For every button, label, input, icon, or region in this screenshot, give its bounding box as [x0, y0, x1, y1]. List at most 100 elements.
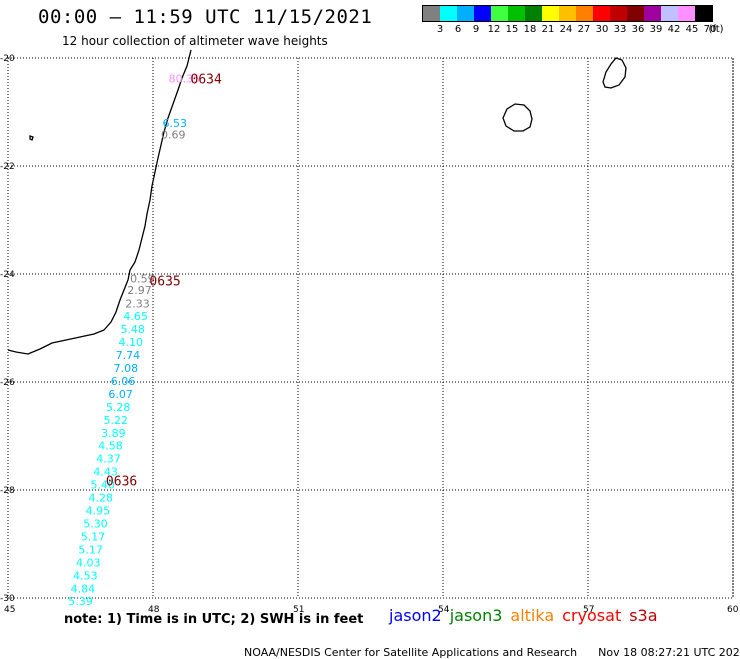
wave-height-value: 5.22: [104, 414, 129, 427]
credit-text: NOAA/NESDIS Center for Satellite Applica…: [244, 646, 578, 659]
wave-height-value: 4.43: [93, 466, 118, 479]
legend-labels: (ft) 3 6 9 12 15 18 21 24 27 30 33 36 39 42 45 70: [422, 22, 724, 36]
pass-time-label: 0636: [106, 474, 137, 489]
pass-time-label: 0634: [191, 73, 222, 88]
wave-height-value: 4.65: [123, 310, 148, 323]
satellite-name: jason3: [449, 606, 503, 625]
credit-timestamp: Nov 18 08:27:21 UTC 2021: [598, 646, 740, 659]
legend-swatch: [576, 6, 593, 21]
footer-note: note: 1) Time is in UTC; 2) SWH is in fe…: [64, 612, 364, 627]
map-grid: [7, 57, 734, 599]
wave-height-value: 4.28: [89, 492, 114, 505]
satellite-name: cryosat: [562, 606, 622, 625]
wave-height-value: 5.30: [83, 517, 108, 530]
latitude-tick-label: -26: [0, 378, 15, 388]
legend-swatch: [593, 6, 610, 21]
legend-label: 33: [613, 24, 627, 35]
wave-height-value: 2.33: [125, 298, 150, 311]
wave-height-value: 4.03: [76, 556, 101, 569]
latitude-tick-label: -28: [0, 486, 15, 496]
map-title: 00:00 – 11:59 UTC 11/15/2021: [38, 6, 373, 28]
legend-label: 45: [685, 24, 699, 35]
credit-gap: [577, 646, 598, 659]
legend-swatch: [610, 6, 627, 21]
satellite-name: jason2: [389, 606, 442, 625]
wave-height-value: 80.35: [169, 73, 201, 86]
legend-swatch: [474, 6, 491, 21]
map-frame: [7, 57, 734, 599]
wave-height-value: 6.07: [108, 388, 133, 401]
satellite-name: altika: [510, 606, 555, 625]
legend-label: 18: [523, 24, 537, 35]
wave-height-value: 0.59: [130, 272, 155, 285]
legend-swatch: [423, 6, 440, 21]
wave-height-value: 0.69: [161, 129, 186, 142]
longitude-tick-label: 60: [727, 605, 739, 615]
legend-swatch: [661, 6, 678, 21]
longitude-tick-label: 54: [438, 605, 450, 615]
longitude-tick-label: 57: [583, 605, 594, 615]
legend-swatch: [678, 6, 695, 21]
mauritius-island-outline: [602, 57, 627, 89]
coastline: [7, 49, 627, 355]
legend-swatch: [627, 6, 644, 21]
observations-layer: 80.35 6.530.69 0.592.972.334.655.484.107.7…: [68, 73, 200, 609]
wave-height-value: 4.58: [98, 440, 123, 453]
wave-height-value: 4.10: [119, 336, 144, 349]
legend-label: 15: [505, 24, 519, 35]
wave-height-value: 4.84: [71, 582, 96, 595]
wave-height-value: 7.74: [116, 349, 141, 362]
tiny-island-dot: [29, 135, 34, 141]
legend-label: 3: [436, 24, 444, 35]
legend-swatch: [559, 6, 576, 21]
color-scale-legend: (ft) 3 6 9 12 15 18 21 24 27 30 33 36 39 42 45 70: [422, 5, 724, 36]
legend-label: 42: [667, 24, 681, 35]
pass-times-layer: 0634 0635 0636: [106, 73, 222, 490]
wave-height-value: 5.17: [81, 530, 106, 543]
legend-label: 12: [487, 24, 501, 35]
wave-height-value: 5.17: [78, 543, 103, 556]
reunion-island-outline: [502, 103, 533, 132]
legend-label: 30: [595, 24, 609, 35]
legend-swatch: [508, 6, 525, 21]
wave-height-value: 3.89: [101, 427, 126, 440]
legend-label: 70: [703, 24, 717, 35]
satellite-name: s3a: [629, 606, 658, 625]
legend-label: 36: [631, 24, 645, 35]
legend-label: 39: [649, 24, 663, 35]
latitude-tick-label: -22: [0, 162, 15, 172]
longitude-tick-label: 48: [148, 605, 160, 615]
wave-height-value: 5.48: [120, 323, 145, 336]
wave-height-value: 5.28: [106, 401, 131, 414]
legend-unit: (ft): [708, 24, 724, 35]
legend-swatch: [525, 6, 542, 21]
wave-height-value: 4.95: [86, 505, 111, 518]
legend-swatch: [644, 6, 661, 21]
wave-height-value: 5.39: [68, 595, 93, 608]
wave-height-value: 6.53: [163, 117, 188, 130]
satellite-legend: jason2 jason3 altika cryosat s3a: [389, 606, 666, 625]
legend-swatch: [440, 6, 457, 21]
pass-time-label: 0635: [149, 274, 180, 289]
legend-swatch: [542, 6, 559, 21]
map-subtitle: 12 hour collection of altimeter wave hei…: [62, 34, 328, 48]
legend-swatch: [695, 6, 712, 21]
latitude-tick-label: -30: [0, 594, 15, 604]
credit-line: NOAA/NESDIS Center for Satellite Applica…: [237, 633, 740, 659]
wave-height-value: 2.97: [127, 284, 152, 297]
wave-height-value: 6.06: [111, 375, 136, 388]
legend-label: 6: [454, 24, 462, 35]
latitude-tick-label: -24: [0, 270, 15, 280]
wave-height-value: 4.37: [96, 453, 121, 466]
latitude-tick-label: -20: [0, 54, 15, 64]
wave-height-value: 5.40: [90, 479, 115, 492]
legend-swatch: [457, 6, 474, 21]
axis-tick-labels: 45 48 51 54 57 60 -20 -22 -24 -26 -28 -30: [0, 54, 739, 615]
madagascar-coastline: [7, 49, 192, 355]
longitude-tick-label: 45: [4, 605, 15, 615]
legend-label: 21: [541, 24, 555, 35]
wave-height-value: 7.08: [114, 362, 139, 375]
legend-label: 24: [559, 24, 573, 35]
legend-label: 27: [577, 24, 591, 35]
